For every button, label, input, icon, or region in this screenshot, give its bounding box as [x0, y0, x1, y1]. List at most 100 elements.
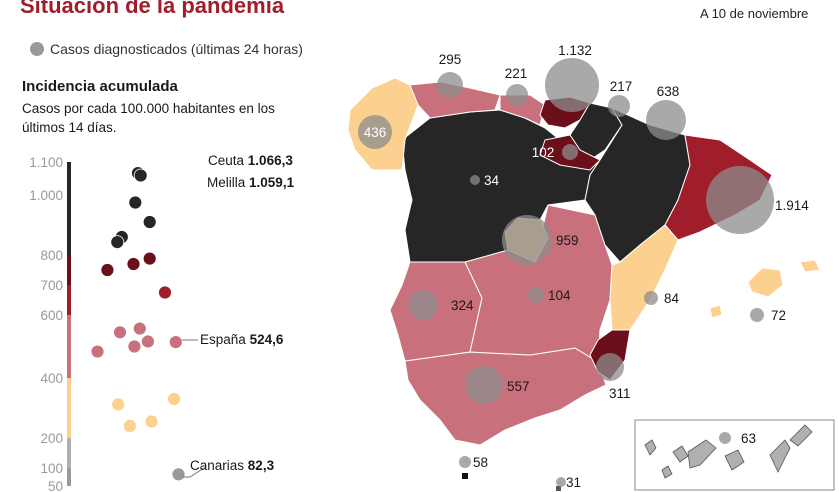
- case-bubbles: [358, 58, 774, 487]
- bubble-melilla: [556, 477, 566, 487]
- bubble-label-murcia: 311: [609, 386, 631, 401]
- annotation-melilla: Melilla 1.059,1: [207, 175, 295, 190]
- color-band: [67, 162, 71, 255]
- ceuta-marker: [462, 473, 468, 479]
- region-mallorca: [747, 267, 784, 298]
- incidence-point: [128, 195, 143, 210]
- color-band: [67, 255, 71, 285]
- island-lanzarote: [789, 424, 813, 447]
- regions: [347, 77, 821, 446]
- island-la-palma: [644, 439, 657, 456]
- incidence-point: [100, 263, 115, 277]
- bubble-label-ceuta: 58: [473, 455, 488, 470]
- bubble-castilla-la-mancha: [528, 287, 544, 303]
- bubble-galicia: [358, 115, 392, 149]
- incidence-point: [110, 235, 125, 249]
- annotation-ceuta: Ceuta 1.066,3: [208, 153, 293, 168]
- bubble-label-cataluna: 1.914: [775, 198, 809, 213]
- bubble-baleares: [750, 308, 764, 322]
- y-tick-label: 50: [48, 479, 63, 492]
- canarias-islands: [644, 424, 813, 479]
- spain-map: 436 295 221 1.132 217 638 102 34 1.914 9…: [347, 43, 835, 491]
- color-band: [67, 438, 71, 468]
- bubble-murcia: [596, 353, 624, 381]
- incidence-point: [113, 325, 127, 340]
- bubble-label-pais-vasco: 1.132: [558, 43, 592, 58]
- bubble-label-la-rioja: 102: [532, 145, 555, 160]
- incidence-point: [133, 168, 148, 183]
- bubble-aragon: [646, 100, 686, 140]
- bubble-label-castilla-y-leon: 34: [484, 173, 500, 188]
- color-scale-bar: [67, 162, 71, 486]
- y-tick-label: 1.000: [29, 188, 63, 203]
- page-title: Situación de la pandemia: [20, 0, 285, 18]
- bubble-madrid: [502, 215, 552, 265]
- melilla-marker: [556, 486, 561, 491]
- island-el-hierro: [661, 465, 673, 479]
- bubble-label-aragon: 638: [657, 84, 680, 99]
- bubble-label-canarias: 63: [741, 431, 756, 446]
- y-tick-label: 400: [40, 371, 63, 386]
- bubble-c-valenciana: [644, 291, 658, 305]
- region-andalucia: [404, 347, 607, 446]
- incidence-point: [167, 392, 181, 406]
- bubble-extremadura: [408, 290, 438, 320]
- bubble-pais-vasco: [545, 58, 599, 112]
- bubble-andalucia: [465, 366, 503, 404]
- bubble-canarias: [719, 432, 731, 444]
- incidence-point: [111, 397, 126, 412]
- annotation-espana: España 524,6: [200, 332, 284, 347]
- bubble-castilla-y-leon: [470, 175, 480, 185]
- island-fuerteventura: [769, 439, 791, 473]
- y-tick-label: 600: [40, 308, 63, 323]
- bubble-label-baleares: 72: [771, 308, 786, 323]
- incidence-point: [168, 335, 183, 349]
- bubble-label-madrid: 959: [556, 233, 579, 248]
- bubble-asturias: [437, 72, 463, 98]
- incidence-point: [171, 467, 186, 482]
- region-ibiza: [709, 304, 723, 319]
- color-band: [67, 285, 71, 315]
- bubble-navarra: [608, 95, 630, 117]
- island-gran-canaria: [724, 449, 745, 471]
- canarias-inset-frame: [634, 419, 835, 491]
- annotation-canarias: Canarias 82,3: [190, 458, 275, 473]
- incidence-point: [142, 215, 157, 229]
- incidence-points: [90, 166, 186, 482]
- y-tick-label: 800: [40, 248, 63, 263]
- bubble-label-asturias: 295: [439, 52, 462, 67]
- bubble-cantabria: [506, 84, 528, 106]
- incidence-title: Incidencia acumulada: [22, 78, 178, 95]
- island-tenerife: [687, 439, 717, 469]
- incidence-point: [122, 419, 137, 433]
- bubble-label-castilla-la-mancha: 104: [548, 288, 571, 303]
- bubble-la-rioja: [562, 144, 578, 160]
- bubble-label-extremadura: 324: [451, 298, 474, 313]
- incidence-point: [132, 321, 147, 336]
- region-menorca: [799, 259, 821, 273]
- y-tick-label: 200: [40, 431, 63, 446]
- island-la-gomera: [672, 445, 689, 463]
- incidence-chart: 1.100 1.000 800 700 600 400 200 100 50 Ceuta 1.0…: [29, 153, 295, 492]
- color-band: [67, 378, 71, 438]
- color-band: [67, 315, 71, 378]
- y-axis-ticks: 1.100 1.000 800 700 600 400 200 100 50: [29, 155, 63, 492]
- bubble-label-galicia: 436: [364, 125, 387, 140]
- bubble-label-cantabria: 221: [505, 66, 528, 81]
- incidence-point: [127, 339, 142, 354]
- bubble-ceuta: [459, 456, 471, 468]
- legend-bubble-icon: [30, 42, 44, 56]
- y-tick-label: 1.100: [29, 155, 63, 170]
- incidence-point: [142, 251, 157, 266]
- bubble-label-navarra: 217: [610, 79, 633, 94]
- bubble-label-c-valenciana: 84: [664, 291, 680, 306]
- y-tick-label: 700: [40, 278, 63, 293]
- incidence-point: [144, 414, 159, 429]
- incidence-subtitle: Casos por cada 100.000 habitantes en los…: [22, 101, 275, 135]
- incidence-point: [158, 285, 172, 300]
- bubble-label-melilla: 31: [566, 475, 581, 490]
- annotation-canarias-leader: [182, 467, 206, 478]
- legend-bubble-label: Casos diagnosticados (últimas 24 horas): [50, 41, 303, 57]
- y-tick-label: 100: [40, 461, 63, 476]
- incidence-point: [126, 257, 141, 271]
